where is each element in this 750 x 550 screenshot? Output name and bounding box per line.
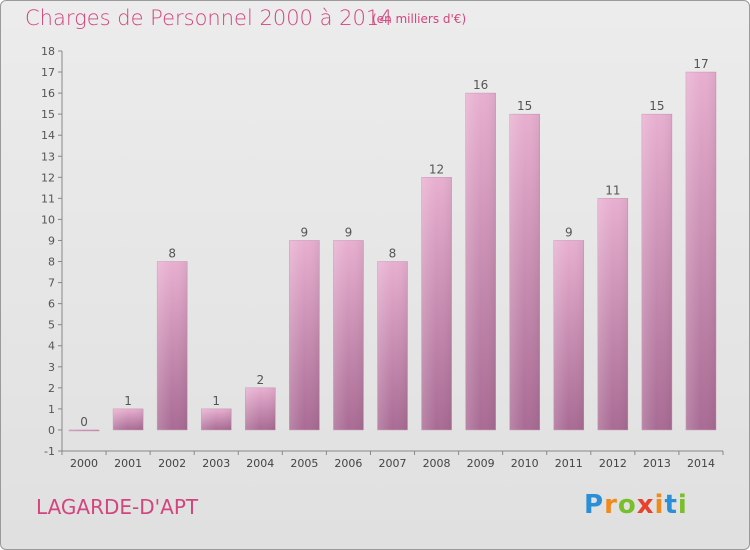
- x-tick-label-2010: 2010: [511, 457, 539, 470]
- value-label-2013: 15: [649, 99, 664, 113]
- bar-shade-2008: [421, 177, 452, 430]
- y-tick-label: 14: [41, 129, 55, 142]
- y-tick-label: 1: [48, 403, 55, 416]
- x-tick-label-2007: 2007: [379, 457, 407, 470]
- unit-note: (en milliers d'€): [372, 12, 467, 26]
- value-label-2014: 17: [693, 57, 708, 71]
- x-tick-label-2009: 2009: [467, 457, 495, 470]
- x-tick-label-2000: 2000: [70, 457, 98, 470]
- bar-shade-2002: [157, 261, 188, 430]
- bar-shade-2004: [245, 387, 276, 430]
- y-tick-label: 7: [48, 277, 55, 290]
- bar-shade-2007: [377, 261, 408, 430]
- proxiti-logo: Proxiti: [584, 490, 688, 520]
- value-label-2002: 8: [168, 247, 176, 261]
- value-label-2001: 1: [124, 394, 132, 408]
- x-tick-label-2013: 2013: [643, 457, 671, 470]
- value-label-2004: 2: [256, 373, 264, 387]
- x-tick-label-2001: 2001: [114, 457, 142, 470]
- value-label-2006: 9: [345, 225, 353, 239]
- value-label-2005: 9: [301, 225, 309, 239]
- y-tick-label: 2: [48, 382, 55, 395]
- y-tick-label: 4: [48, 340, 55, 353]
- y-tick-label: 0: [48, 424, 55, 437]
- logo-letter: x: [636, 490, 655, 520]
- logo-letter: r: [604, 490, 618, 520]
- y-tick-label: 17: [41, 66, 55, 79]
- chart-title: Charges de Personnel 2000 à 2014: [25, 6, 393, 30]
- value-label-2007: 8: [389, 247, 397, 261]
- x-tick-label-2014: 2014: [687, 457, 715, 470]
- bar-shade-2001: [113, 408, 144, 430]
- bar-shade-2010: [509, 114, 540, 430]
- y-tick-label: 12: [41, 171, 55, 184]
- x-tick-label-2011: 2011: [555, 457, 583, 470]
- y-tick-label: 5: [48, 319, 55, 332]
- value-label-2003: 1: [212, 394, 220, 408]
- value-label-2009: 16: [473, 78, 488, 92]
- y-tick-label: 13: [41, 150, 55, 163]
- x-tick-label-2003: 2003: [202, 457, 230, 470]
- logo-letter: t: [664, 490, 678, 520]
- y-tick-label: 16: [41, 87, 55, 100]
- logo-letter: P: [584, 490, 605, 520]
- x-tick-label-2005: 2005: [290, 457, 318, 470]
- bar-shade-2006: [333, 240, 364, 430]
- y-tick-label: 11: [41, 192, 55, 205]
- bar-shade-2012: [597, 198, 628, 430]
- logo-letter: o: [617, 490, 637, 520]
- y-tick-label: 8: [48, 256, 55, 269]
- y-tick-label: 10: [41, 213, 55, 226]
- bar-shade-2000: [69, 429, 100, 431]
- bar-shade-2014: [685, 72, 716, 430]
- value-label-2008: 12: [429, 162, 444, 176]
- logo-letter: i: [654, 490, 665, 520]
- bar-shade-2003: [201, 408, 232, 430]
- y-tick-label: 6: [48, 298, 55, 311]
- bar-shade-2005: [289, 240, 320, 430]
- value-label-2000: 0: [80, 415, 88, 429]
- y-tick-label: 9: [48, 234, 55, 247]
- logo-letter: i: [677, 490, 688, 520]
- bar-shade-2013: [641, 114, 672, 430]
- y-tick-label: -1: [44, 445, 55, 458]
- value-label-2011: 9: [565, 225, 573, 239]
- y-tick-label: 15: [41, 108, 55, 121]
- x-tick-label-2008: 2008: [423, 457, 451, 470]
- x-tick-label-2002: 2002: [158, 457, 186, 470]
- value-label-2012: 11: [605, 183, 620, 197]
- x-tick-label-2006: 2006: [334, 457, 362, 470]
- x-tick-label-2012: 2012: [599, 457, 627, 470]
- value-label-2010: 15: [517, 99, 532, 113]
- bar-shade-2009: [465, 93, 496, 430]
- bar-shade-2011: [553, 240, 584, 430]
- x-tick-label-2004: 2004: [246, 457, 274, 470]
- y-tick-label: 3: [48, 361, 55, 374]
- y-tick-label: 18: [41, 45, 55, 58]
- commune-name: LAGARDE-D'APT: [36, 495, 199, 519]
